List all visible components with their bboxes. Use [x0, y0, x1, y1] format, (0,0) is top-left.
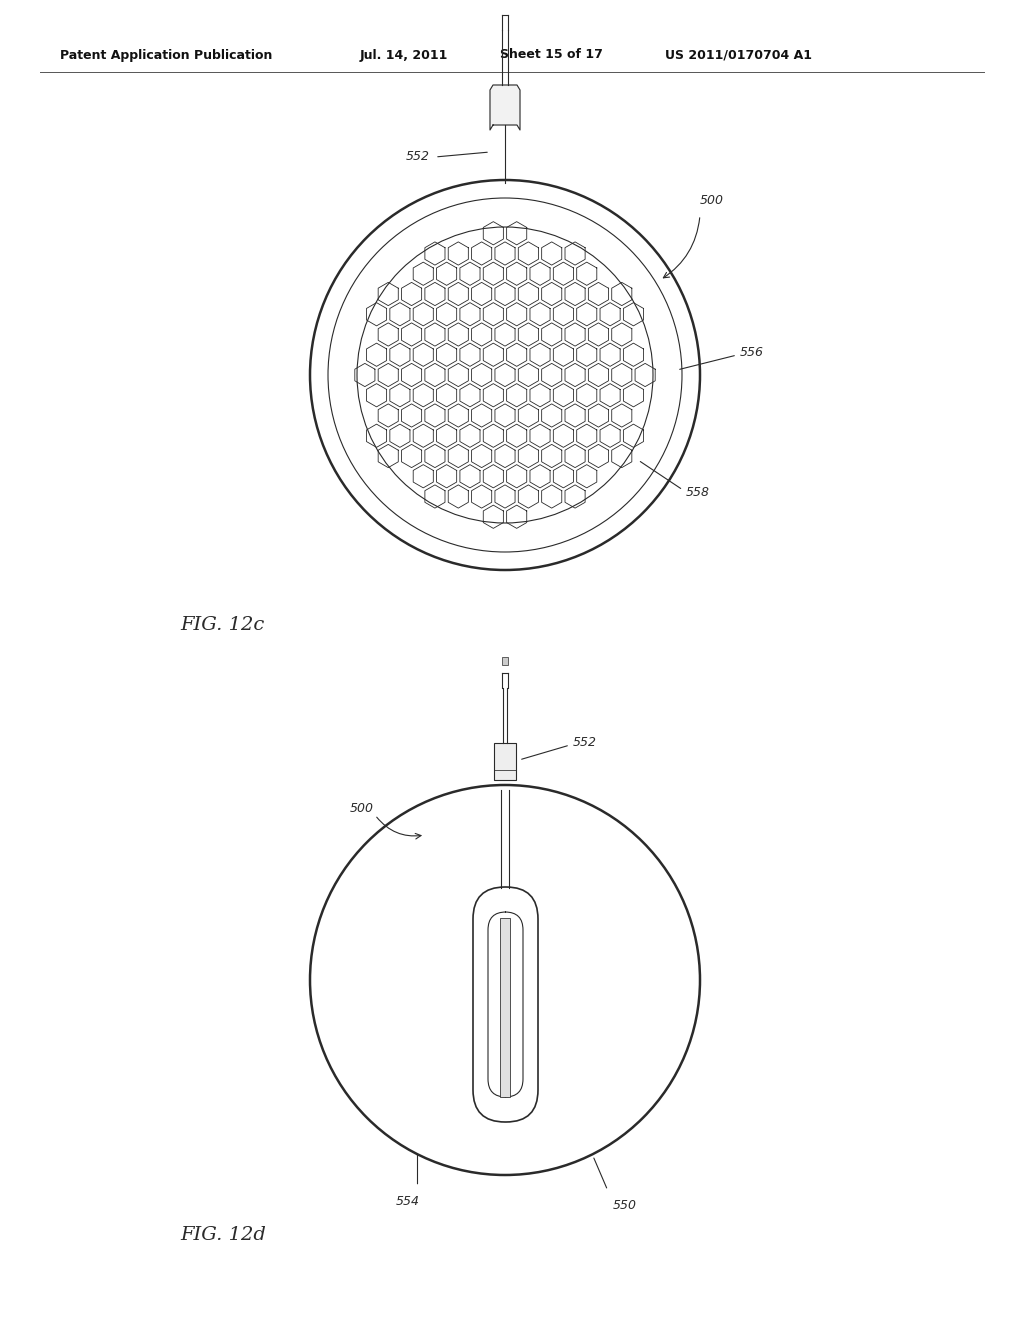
Text: 554: 554 [395, 1195, 420, 1208]
Text: 500: 500 [700, 194, 724, 206]
Bar [502, 657, 508, 665]
Bar [500, 917, 510, 1097]
Circle shape [329, 199, 681, 550]
Text: 500: 500 [350, 801, 374, 814]
Text: US 2011/0170704 A1: US 2011/0170704 A1 [665, 49, 812, 62]
Circle shape [357, 227, 653, 523]
Polygon shape [490, 84, 520, 129]
Text: Patent Application Publication: Patent Application Publication [60, 49, 272, 62]
Text: FIG. 12c: FIG. 12c [180, 616, 264, 634]
Text: 550: 550 [612, 1199, 637, 1212]
Text: 558: 558 [686, 487, 710, 499]
Text: 552: 552 [573, 735, 597, 748]
Text: 556: 556 [740, 346, 764, 359]
Bar [494, 743, 516, 780]
FancyBboxPatch shape [488, 912, 523, 1097]
Text: Sheet 15 of 17: Sheet 15 of 17 [500, 49, 603, 62]
Text: 552: 552 [406, 150, 430, 164]
Text: Jul. 14, 2011: Jul. 14, 2011 [360, 49, 449, 62]
FancyBboxPatch shape [473, 887, 538, 1122]
Text: FIG. 12d: FIG. 12d [180, 1226, 266, 1243]
